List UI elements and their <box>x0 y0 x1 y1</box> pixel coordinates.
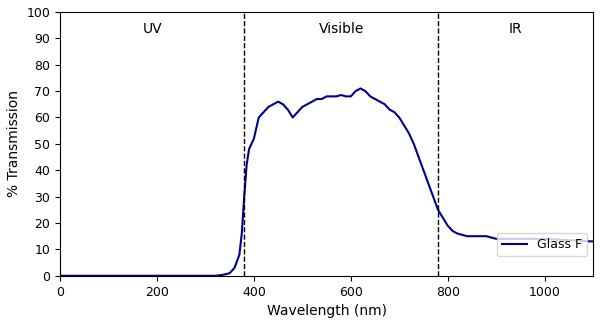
Text: Visible: Visible <box>319 22 364 36</box>
Glass F <box>391 110 398 114</box>
X-axis label: Wavelength (nm): Wavelength (nm) <box>266 304 386 318</box>
Text: IR: IR <box>509 22 523 36</box>
Glass F <box>231 266 238 270</box>
Glass F <box>357 86 364 90</box>
Glass F <box>589 240 596 243</box>
Legend: Glass F: Glass F <box>497 233 587 256</box>
Line: Glass F: Glass F <box>60 88 593 276</box>
Glass F <box>367 95 374 98</box>
Glass F <box>406 131 413 135</box>
Glass F <box>250 136 257 140</box>
Text: UV: UV <box>142 22 162 36</box>
Glass F <box>284 108 292 111</box>
Glass F <box>56 274 64 278</box>
Y-axis label: % Transmission: % Transmission <box>7 90 21 197</box>
